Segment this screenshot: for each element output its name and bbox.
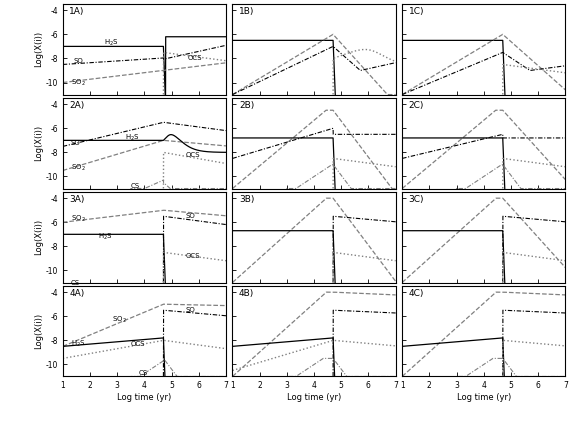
- Text: SO$_2$: SO$_2$: [112, 315, 126, 325]
- Text: 1A): 1A): [69, 7, 85, 16]
- Text: 3B): 3B): [239, 195, 254, 204]
- Text: 4A): 4A): [69, 289, 85, 298]
- Text: CS: CS: [139, 370, 148, 376]
- Y-axis label: Log(X(i)): Log(X(i)): [34, 219, 43, 255]
- Text: H$_2$S: H$_2$S: [126, 133, 140, 143]
- Text: OCS: OCS: [185, 253, 200, 259]
- Text: CS: CS: [71, 280, 80, 286]
- Text: H$_2$S: H$_2$S: [71, 339, 86, 349]
- Text: OCS: OCS: [185, 152, 200, 158]
- Text: 1B): 1B): [239, 7, 254, 16]
- X-axis label: Log time (yr): Log time (yr): [287, 393, 341, 402]
- Text: SO$_2$: SO$_2$: [71, 77, 86, 88]
- Text: SO$_2$: SO$_2$: [71, 214, 86, 224]
- Text: SO: SO: [185, 213, 195, 219]
- Text: SO$_2$: SO$_2$: [71, 163, 86, 173]
- Y-axis label: Log(X(i)): Log(X(i)): [34, 125, 43, 162]
- Text: 2C): 2C): [409, 101, 424, 110]
- X-axis label: Log time (yr): Log time (yr): [457, 393, 511, 402]
- Text: H$_2$S: H$_2$S: [103, 38, 118, 48]
- Text: SO: SO: [185, 307, 195, 313]
- Text: OCS: OCS: [188, 55, 202, 61]
- Text: 4B): 4B): [239, 289, 254, 298]
- Text: 3C): 3C): [409, 195, 424, 204]
- Text: 2A): 2A): [69, 101, 85, 110]
- Text: SO: SO: [74, 58, 83, 64]
- Text: 2B): 2B): [239, 101, 254, 110]
- X-axis label: Log time (yr): Log time (yr): [117, 393, 171, 402]
- Text: OCS: OCS: [131, 341, 145, 347]
- Text: SO: SO: [71, 140, 81, 146]
- Text: 4C): 4C): [409, 289, 424, 298]
- Y-axis label: Log(X(i)): Log(X(i)): [34, 313, 43, 349]
- Text: 3A): 3A): [69, 195, 85, 204]
- Y-axis label: Log(X(i)): Log(X(i)): [34, 31, 43, 67]
- Text: H$_2$S: H$_2$S: [98, 232, 113, 242]
- Text: CS: CS: [131, 183, 140, 189]
- Text: 1C): 1C): [409, 7, 424, 16]
